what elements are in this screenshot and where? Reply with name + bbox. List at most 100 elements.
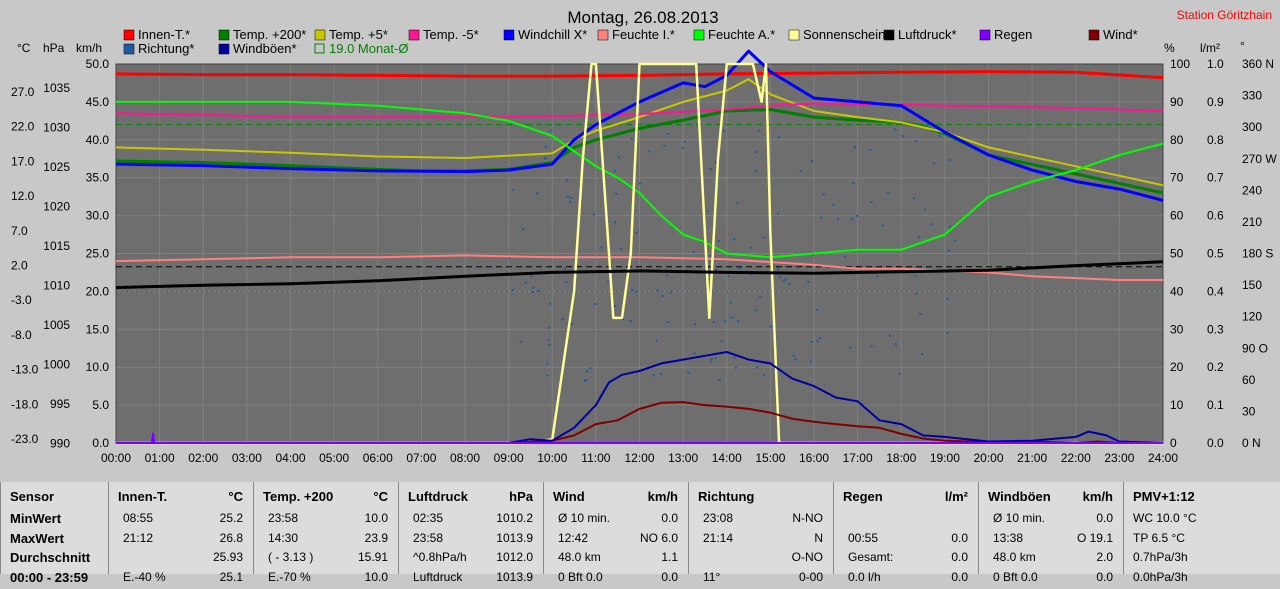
stats-panel: Luftdruck hPa 02:35 1010.2 23:58 1013.9 ^0.8hP… [398, 482, 543, 584]
stats-row: 23:58 1013.9 [399, 531, 543, 550]
rain-axis-unit: l/m² [1200, 41, 1220, 55]
stats-row: Ø 10 min. 0.0 [544, 511, 688, 530]
stats-cell: 1013.9 [496, 569, 533, 584]
stats-row: 23:08 N-NO [689, 511, 833, 530]
direction-point [920, 353, 923, 356]
direction-point [811, 160, 814, 163]
series-line [116, 432, 1163, 444]
stats-panel-title: Wind [553, 489, 585, 504]
stats-cell: 08:55 [123, 511, 154, 525]
series-line [116, 351, 1164, 444]
direction-point [870, 201, 873, 204]
series-line [115, 254, 1163, 281]
stats-row: MaxWert [1, 531, 108, 550]
direction-point [638, 182, 641, 185]
direction-point [818, 337, 821, 340]
direction-point [894, 343, 897, 346]
stats-cell: 25.93 [212, 550, 243, 564]
direction-point [820, 216, 823, 219]
direction-point [784, 278, 787, 281]
stats-panel-unit: km/h [647, 489, 678, 504]
direction-point [901, 135, 904, 138]
stats-cell: 14:30 [268, 530, 299, 545]
direction-point [714, 161, 717, 164]
stats-row: Ø 10 min. 0.0 [979, 511, 1123, 530]
stats-row: MinWert [1, 511, 108, 530]
stats-cell: 26.8 [219, 530, 243, 545]
stats-cell: 12:42 [558, 530, 589, 545]
stats-cell: Gesamt: [848, 550, 894, 564]
dir-tick-label: 300 [1242, 120, 1262, 134]
stats-row: Luftdruck 1013.9 [399, 570, 543, 589]
stats-cell: 23:58 [268, 511, 299, 525]
direction-point [832, 203, 835, 206]
direction-point [508, 256, 511, 259]
stats-panel: Innen-T. °C 08:55 25.2 21:12 26.8 25.93 E.-40 %… [108, 482, 253, 584]
direction-point [710, 360, 713, 363]
direction-point [717, 240, 720, 243]
direction-point [593, 303, 596, 306]
stats-row: E.-40 % 25.1 [109, 570, 253, 589]
stats-panel-unit: hPa [509, 489, 533, 504]
stats-row: 0 Bft 0.0 0.0 [979, 570, 1123, 589]
stats-cell: 0.0hPa/3h [1133, 569, 1188, 584]
stats-cell: MinWert [10, 511, 62, 526]
direction-point [547, 338, 550, 341]
stats-cell: 23:58 [413, 530, 444, 545]
x-tick-label: 01:00 [145, 451, 175, 465]
direction-point [788, 282, 791, 285]
direction-point [810, 340, 813, 343]
stats-row: 0.0 l/h 0.0 [834, 570, 978, 589]
direction-point [687, 371, 690, 374]
stats-panel-unit: °C [228, 489, 243, 504]
x-tick-label: 05:00 [319, 451, 349, 465]
x-tick-label: 20:00 [973, 451, 1003, 465]
direction-point [530, 275, 533, 278]
stats-cell: 1010.2 [496, 511, 533, 525]
legend-label: Windchill X* [518, 27, 587, 42]
stats-row: 00:55 0.0 [834, 531, 978, 550]
x-tick-label: 10:00 [537, 451, 567, 465]
stats-panel-header: PMV+1:12 [1124, 489, 1280, 508]
stats-panel: PMV+1:12 WC 10.0 °C TP 6.5 °C 0.7hPa/3h 0.0h… [1123, 482, 1280, 584]
direction-point [652, 374, 655, 377]
stats-cell: 1012.0 [496, 550, 533, 564]
stats-panel-header: Sensor [1, 489, 108, 508]
speed-tick-label: 0.0 [92, 436, 109, 450]
direction-point [622, 318, 625, 321]
direction-point [600, 246, 603, 249]
direction-point [549, 129, 552, 132]
temp-tick-label: -3.0 [11, 293, 32, 307]
stats-row: 00:00 - 23:59 [1, 570, 108, 589]
direction-point [946, 297, 949, 300]
direction-point [545, 145, 548, 148]
stats-row [834, 511, 978, 530]
series-line [116, 62, 1163, 445]
legend-label: Temp. -5* [423, 27, 479, 42]
x-tick-label: 12:00 [624, 451, 654, 465]
x-tick-label: 03:00 [232, 451, 262, 465]
stats-panel-header: Innen-T. °C [109, 489, 253, 508]
percent-tick-label: 60 [1170, 209, 1184, 223]
x-tick-label: 08:00 [450, 451, 480, 465]
stats-cell: E.-40 % [123, 569, 166, 584]
temp-tick-label: 12.0 [11, 189, 35, 203]
stats-cell: O-NO [791, 550, 823, 564]
direction-point [914, 140, 917, 143]
direction-point [762, 373, 765, 376]
stats-cell: ^0.8hPa/h [413, 550, 467, 564]
stats-cell: 0.0 l/h [848, 569, 881, 584]
stats-row: 0.0hPa/3h [1124, 570, 1280, 589]
direction-point [888, 334, 891, 337]
stats-cell: 10.0 [364, 511, 388, 525]
direction-point [733, 238, 736, 241]
direction-point [923, 208, 926, 211]
direction-point [613, 169, 616, 172]
direction-point [856, 214, 859, 217]
direction-point [592, 213, 595, 216]
direction-point [755, 150, 758, 153]
stats-cell: 02:35 [413, 511, 444, 525]
percent-tick-label: 40 [1170, 284, 1184, 298]
direction-point [522, 228, 525, 231]
legend-label: Feuchte A.* [708, 27, 775, 42]
